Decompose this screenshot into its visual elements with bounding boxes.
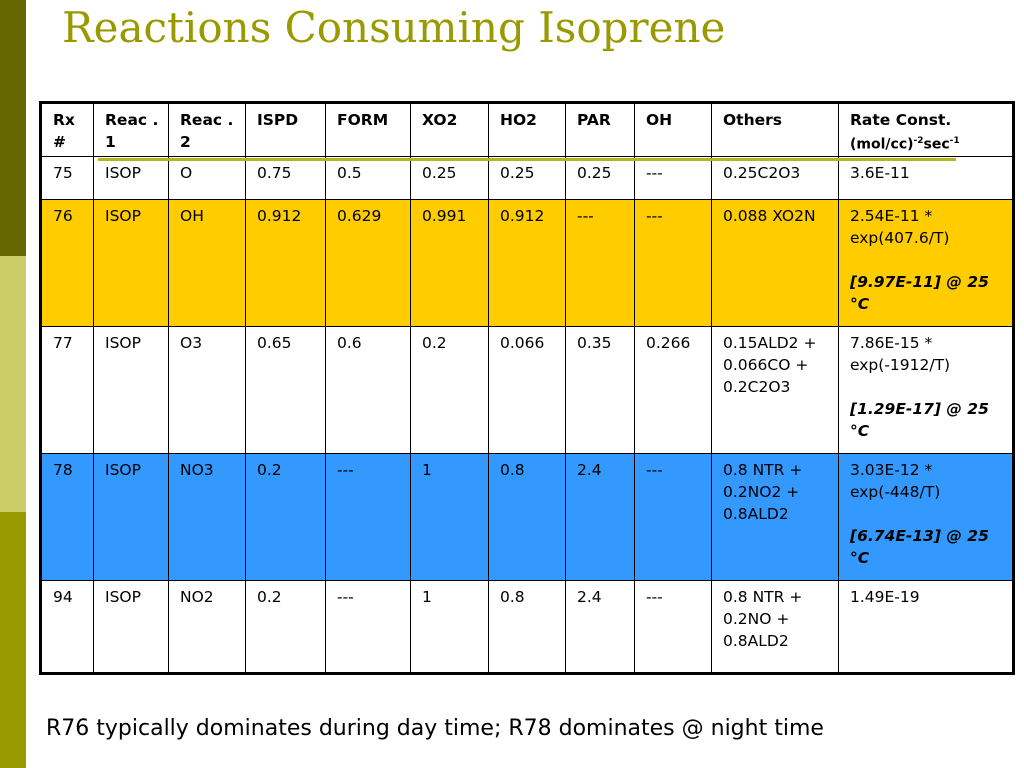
cell-reac2: NO2 — [168, 580, 246, 674]
rate-expression: 2.54E-11 * exp(407.6/T) — [850, 207, 950, 247]
table-row-r77: 77 ISOP O3 0.65 0.6 0.2 0.066 0.35 0.266… — [40, 326, 1014, 454]
rate-expression: 7.86E-15 * exp(-1912/T) — [850, 334, 951, 374]
cell-xo2: 1 — [410, 580, 489, 674]
cell-par: 0.35 — [565, 326, 635, 454]
cell-par: 2.4 — [565, 580, 635, 674]
cell-form: 0.5 — [325, 156, 411, 200]
rate-expression: 3.03E-12 * exp(-448/T) — [850, 461, 941, 501]
footer-note: R76 typically dominates during day time;… — [46, 716, 824, 741]
cell-rx: 75 — [40, 156, 94, 200]
rate-at-25c: [6.74E-13] @ 25 °C — [850, 527, 989, 567]
header-oh: OH — [634, 102, 712, 157]
cell-rate: 2.54E-11 * exp(407.6/T) [9.97E-11] @ 25 … — [838, 199, 1014, 327]
cell-reac1: ISOP — [93, 453, 169, 581]
rate-at-25c: [9.97E-11] @ 25 °C — [850, 273, 989, 313]
table-row-r76: 76 ISOP OH 0.912 0.629 0.991 0.912 --- -… — [40, 199, 1014, 327]
cell-rate: 3.03E-12 * exp(-448/T) [6.74E-13] @ 25 °… — [838, 453, 1014, 581]
cell-ispd: 0.2 — [245, 580, 326, 674]
cell-form: --- — [325, 453, 411, 581]
cell-oh: --- — [634, 156, 712, 200]
header-others: Others — [711, 102, 839, 157]
header-rate-constant: Rate Const. (mol/cc)-2sec-1 — [838, 102, 1014, 157]
title-underline-rule — [98, 158, 956, 161]
cell-ispd: 0.65 — [245, 326, 326, 454]
cell-ispd: 0.2 — [245, 453, 326, 581]
header-reactant-1: Reac . 1 — [93, 102, 169, 157]
cell-rate: 1.49E-19 — [838, 580, 1014, 674]
cell-par: 2.4 — [565, 453, 635, 581]
cell-par: --- — [565, 199, 635, 327]
cell-oh: --- — [634, 580, 712, 674]
cell-ho2: 0.25 — [488, 156, 566, 200]
cell-reac2: O — [168, 156, 246, 200]
left-decorative-bar-top — [0, 0, 26, 256]
cell-reac2: NO3 — [168, 453, 246, 581]
cell-form: 0.6 — [325, 326, 411, 454]
cell-rate: 3.6E-11 — [838, 156, 1014, 200]
table-row-r75: 75 ISOP O 0.75 0.5 0.25 0.25 0.25 --- 0.… — [40, 156, 1014, 200]
cell-ho2: 0.8 — [488, 453, 566, 581]
cell-ispd: 0.75 — [245, 156, 326, 200]
header-ispd: ISPD — [245, 102, 326, 157]
cell-ho2: 0.912 — [488, 199, 566, 327]
cell-rx: 78 — [40, 453, 94, 581]
rate-header-label: Rate Const. — [850, 111, 952, 129]
cell-others: 0.8 NTR + 0.2NO + 0.8ALD2 — [711, 580, 839, 674]
slide-title: Reactions Consuming Isoprene — [62, 3, 726, 52]
cell-rx: 77 — [40, 326, 94, 454]
cell-reac2: OH — [168, 199, 246, 327]
header-form: FORM — [325, 102, 411, 157]
header-par: PAR — [565, 102, 635, 157]
cell-others: 0.8 NTR + 0.2NO2 + 0.8ALD2 — [711, 453, 839, 581]
table-row-r78: 78 ISOP NO3 0.2 --- 1 0.8 2.4 --- 0.8 NT… — [40, 453, 1014, 581]
left-decorative-bar-bottom — [0, 512, 26, 768]
cell-reac1: ISOP — [93, 580, 169, 674]
header-ho2: HO2 — [488, 102, 566, 157]
cell-reac2: O3 — [168, 326, 246, 454]
rate-at-25c: [1.29E-17] @ 25 °C — [850, 400, 989, 440]
cell-par: 0.25 — [565, 156, 635, 200]
rate-expression: 3.6E-11 — [850, 164, 910, 182]
header-rx-number: Rx # — [40, 102, 94, 157]
cell-reac1: ISOP — [93, 326, 169, 454]
table-row-r94: 94 ISOP NO2 0.2 --- 1 0.8 2.4 --- 0.8 NT… — [40, 580, 1014, 674]
cell-others: 0.088 XO2N — [711, 199, 839, 327]
cell-xo2: 0.2 — [410, 326, 489, 454]
cell-form: 0.629 — [325, 199, 411, 327]
rate-expression: 1.49E-19 — [850, 588, 920, 606]
cell-others: 0.25C2O3 — [711, 156, 839, 200]
table-header-row: Rx # Reac . 1 Reac . 2 ISPD FORM XO2 HO2… — [40, 102, 1014, 157]
cell-xo2: 1 — [410, 453, 489, 581]
cell-reac1: ISOP — [93, 156, 169, 200]
rate-header-units: (mol/cc)-2sec-1 — [850, 136, 960, 153]
cell-rx: 94 — [40, 580, 94, 674]
cell-oh: --- — [634, 199, 712, 327]
reactions-table: Rx # Reac . 1 Reac . 2 ISPD FORM XO2 HO2… — [39, 101, 1015, 675]
header-reactant-2: Reac . 2 — [168, 102, 246, 157]
cell-rx: 76 — [40, 199, 94, 327]
cell-ho2: 0.066 — [488, 326, 566, 454]
cell-reac1: ISOP — [93, 199, 169, 327]
cell-oh: --- — [634, 453, 712, 581]
cell-rate: 7.86E-15 * exp(-1912/T) [1.29E-17] @ 25 … — [838, 326, 1014, 454]
cell-xo2: 0.25 — [410, 156, 489, 200]
cell-others: 0.15ALD2 + 0.066CO + 0.2C2O3 — [711, 326, 839, 454]
cell-ispd: 0.912 — [245, 199, 326, 327]
cell-xo2: 0.991 — [410, 199, 489, 327]
left-decorative-bar-middle — [0, 256, 26, 512]
cell-oh: 0.266 — [634, 326, 712, 454]
cell-form: --- — [325, 580, 411, 674]
header-xo2: XO2 — [410, 102, 489, 157]
cell-ho2: 0.8 — [488, 580, 566, 674]
